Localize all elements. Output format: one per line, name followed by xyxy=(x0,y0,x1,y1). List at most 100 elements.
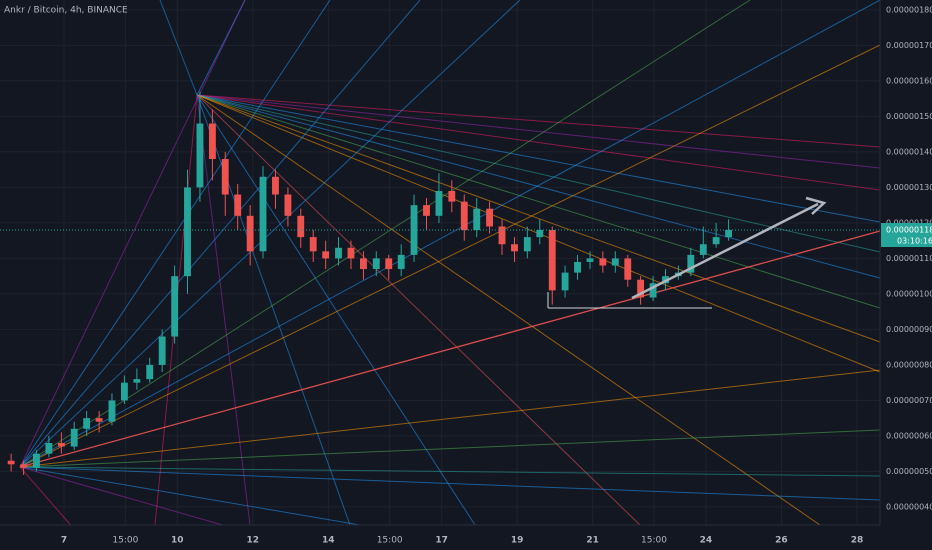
candle-body xyxy=(523,237,531,252)
y-tick-label: 0.00000070 xyxy=(886,396,932,405)
trend-arrow xyxy=(631,202,819,300)
candle-body xyxy=(158,336,166,365)
candle-body xyxy=(725,230,733,238)
trend-arrow-head xyxy=(805,196,827,215)
candle-body xyxy=(309,237,317,252)
candle-body xyxy=(95,418,103,422)
candle-body xyxy=(208,123,216,160)
candle-body xyxy=(448,190,456,202)
candle-body xyxy=(435,190,443,216)
candle-body xyxy=(146,364,154,380)
y-tick-label: 0.00000170 xyxy=(886,41,932,50)
fan-line xyxy=(19,429,881,468)
candle-body xyxy=(221,159,229,195)
candle-body xyxy=(397,254,405,270)
y-tick-label: 0.00000140 xyxy=(886,147,932,156)
fan-line xyxy=(196,94,251,526)
x-tick-label: 7 xyxy=(61,536,67,546)
candle-body xyxy=(347,247,355,259)
candle-body xyxy=(57,443,65,447)
last-price-label: 0.00000118 xyxy=(886,226,932,235)
y-tick-label: 0.00000150 xyxy=(886,112,932,121)
fan-line xyxy=(19,230,881,468)
candle-body xyxy=(20,464,28,468)
candle-body xyxy=(611,258,619,266)
fan-line xyxy=(19,466,881,477)
candle-body xyxy=(246,215,254,252)
candle-body xyxy=(297,215,305,238)
grid xyxy=(0,0,880,525)
fan-line xyxy=(19,0,421,468)
candle-body xyxy=(171,276,179,337)
fan-line xyxy=(19,0,521,468)
x-tick-label: 21 xyxy=(586,536,599,546)
candle-body xyxy=(498,226,506,245)
fan-line xyxy=(196,94,881,309)
candle-body xyxy=(322,251,330,259)
candle-body xyxy=(637,279,645,298)
candle-body xyxy=(70,428,78,447)
candle-body xyxy=(184,187,191,277)
candle-body xyxy=(699,244,707,255)
y-tick-label: 0.00000080 xyxy=(886,360,932,369)
x-tick-label: 28 xyxy=(851,536,864,546)
candle-body xyxy=(7,460,15,465)
x-tick-label: 14 xyxy=(322,536,335,546)
fan-line xyxy=(19,466,76,531)
time-axis xyxy=(0,525,932,550)
y-tick-label: 0.00000160 xyxy=(886,76,932,85)
candle-body xyxy=(536,230,544,238)
candle-body xyxy=(133,379,141,383)
x-tick-label: 15:00 xyxy=(377,536,403,546)
chart-title: Ankr / Bitcoin, 4h, BINANCE xyxy=(4,6,128,16)
y-tick-label: 0.00000100 xyxy=(886,289,932,298)
candle-body xyxy=(599,258,607,266)
candle-body xyxy=(385,258,393,270)
fan-line xyxy=(19,0,881,468)
price-axis xyxy=(880,0,932,550)
candle-body xyxy=(120,382,128,401)
candle-body xyxy=(486,208,493,227)
candle-body xyxy=(561,272,569,291)
y-tick-label: 0.00000040 xyxy=(886,502,932,511)
fan-line xyxy=(19,44,881,468)
fan-line xyxy=(196,94,881,279)
countdown-label: 03:10:16 xyxy=(897,237,932,246)
fan-line xyxy=(19,0,751,468)
last-price-tag xyxy=(881,223,932,248)
fan-line xyxy=(159,0,198,96)
candle-body xyxy=(649,283,657,298)
x-tick-label: 19 xyxy=(511,536,524,546)
x-tick-label: 15:00 xyxy=(112,536,138,546)
overlay xyxy=(547,196,827,309)
candle-body xyxy=(460,201,468,231)
x-tick-label: 15:00 xyxy=(641,536,667,546)
fan-line xyxy=(196,94,476,526)
fan-line xyxy=(19,466,881,501)
fan-line xyxy=(19,0,246,468)
fan-line xyxy=(196,94,641,526)
y-tick-label: 0.00000050 xyxy=(886,467,932,476)
x-tick-label: 17 xyxy=(435,536,448,546)
candle-body xyxy=(687,254,695,273)
candles xyxy=(0,91,880,475)
y-tick-label: 0.00000060 xyxy=(886,431,932,440)
fan-line xyxy=(19,466,361,526)
fan-line xyxy=(196,94,881,191)
fan-line xyxy=(196,94,881,223)
fan-line xyxy=(19,0,331,468)
candle-body xyxy=(45,443,53,454)
fan-line xyxy=(19,466,241,531)
y-tick-label: 0.00000090 xyxy=(886,325,932,334)
candle-body xyxy=(423,205,430,216)
y-tick-label: 0.00000130 xyxy=(886,183,932,192)
candle-body xyxy=(624,258,632,280)
candle-body xyxy=(284,194,292,216)
candle-body xyxy=(234,194,242,216)
fan-line xyxy=(196,94,821,526)
x-tick-label: 24 xyxy=(700,536,713,546)
fan-line xyxy=(196,94,881,253)
x-tick-label: 26 xyxy=(775,536,788,546)
